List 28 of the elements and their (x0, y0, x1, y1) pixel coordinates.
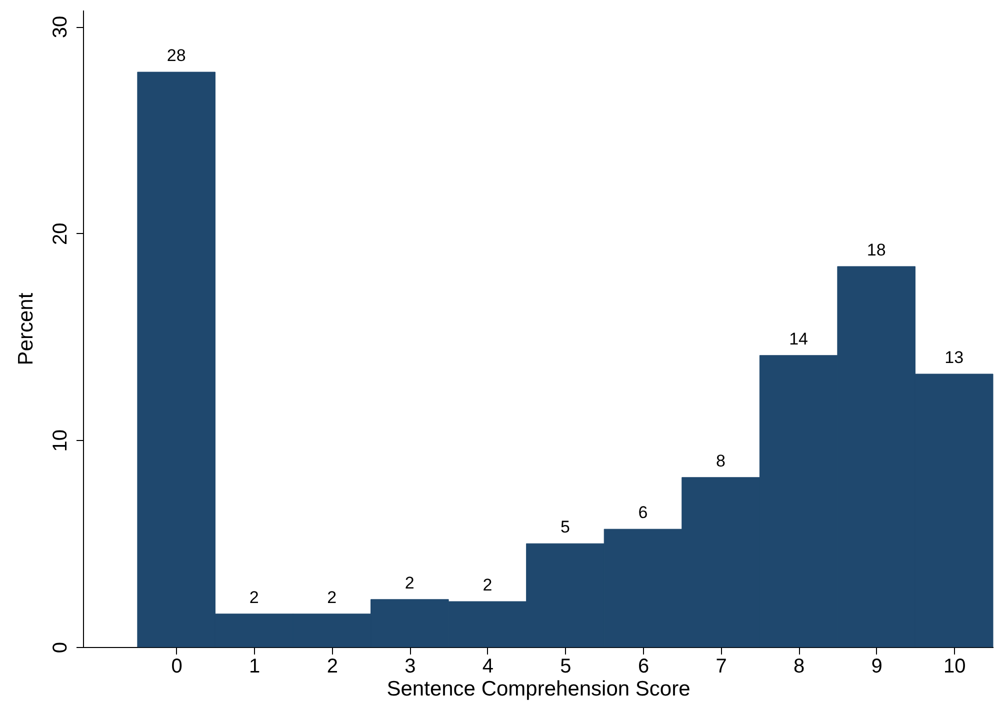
data-label: 2 (327, 588, 337, 607)
x-tick-label: 2 (326, 656, 338, 678)
y-tick-label: 0 (50, 642, 72, 654)
y-tick-label: 30 (50, 16, 72, 38)
x-tick-label: 7 (716, 656, 727, 678)
data-label: 13 (944, 348, 964, 367)
x-axis-title: Sentence Comprehension Score (386, 678, 690, 700)
x-tick-label: 3 (404, 656, 416, 678)
data-label: 28 (166, 46, 186, 66)
x-tick-label: 6 (638, 656, 650, 678)
data-label: 5 (560, 518, 570, 537)
data-label: 6 (638, 503, 648, 522)
y-axis-title: Percent (14, 292, 38, 366)
x-tick-label: 0 (171, 656, 182, 678)
data-label: 2 (482, 576, 492, 594)
data-label: 18 (866, 240, 886, 260)
data-label: 2 (249, 588, 259, 607)
x-tick-label: 5 (560, 656, 572, 678)
x-tick-label: 4 (482, 656, 494, 678)
x-tick-label: 10 (943, 656, 966, 678)
data-label: 14 (789, 329, 808, 348)
data-label: 8 (716, 451, 726, 470)
data-label: 2 (404, 573, 414, 592)
x-tick-label: 1 (249, 656, 260, 678)
x-tick-label: 9 (871, 656, 882, 678)
x-tick-label: 8 (793, 656, 805, 678)
y-tick-label: 10 (50, 430, 72, 452)
y-tick-label: 20 (50, 222, 72, 245)
